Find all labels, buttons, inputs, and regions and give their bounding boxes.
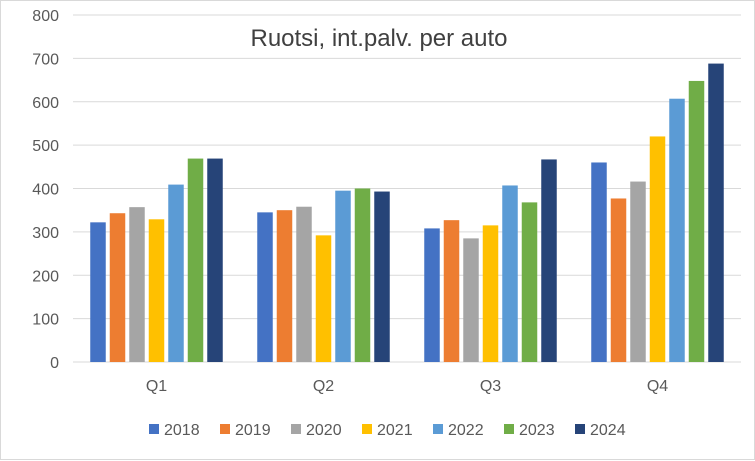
bar-2020-Q4	[630, 181, 646, 362]
y-tick-label: 200	[32, 268, 59, 285]
y-tick-label: 700	[32, 51, 59, 68]
bar-2019-Q3	[443, 220, 460, 362]
bar-2022-Q4	[669, 98, 685, 363]
bar-2019-Q1	[109, 213, 126, 362]
y-tick-label: 400	[32, 182, 59, 199]
bar-2023-Q4	[688, 80, 705, 363]
legend-item-2020: 2020	[291, 422, 342, 439]
bar-2020-Q3	[463, 238, 479, 362]
legend-item-2018: 2018	[149, 422, 200, 439]
bars	[90, 63, 724, 363]
legend-item-2021: 2021	[362, 422, 413, 439]
legend-swatch	[504, 424, 514, 434]
bar-2022-Q1	[168, 184, 184, 362]
x-tick-label: Q4	[647, 378, 668, 395]
bar-2019-Q2	[276, 210, 293, 362]
bar-2020-Q2	[296, 206, 312, 362]
legend-label: 2024	[590, 422, 626, 439]
chart-title: Ruotsi, int.palv. per auto	[250, 25, 507, 52]
bar-2018-Q2	[257, 212, 273, 362]
legend-label: 2021	[377, 422, 413, 439]
bar-2024-Q3	[541, 159, 557, 362]
bar-2022-Q2	[335, 190, 351, 362]
bar-2023-Q2	[354, 188, 371, 362]
bar-2021-Q2	[315, 235, 332, 362]
y-axis-tick-labels: 0 100 200 300 400 500 600 700 800	[32, 8, 59, 372]
legend-label: 2022	[448, 422, 484, 439]
x-tick-label: Q1	[146, 378, 167, 395]
bar-2023-Q3	[521, 202, 538, 362]
x-tick-label: Q2	[313, 378, 334, 395]
y-tick-label: 100	[32, 312, 59, 329]
bar-2021-Q1	[148, 219, 165, 362]
y-tick-label: 300	[32, 225, 59, 242]
bar-2021-Q4	[649, 136, 666, 362]
legend-item-2023: 2023	[504, 422, 555, 439]
legend-swatch	[362, 424, 372, 434]
bar-2024-Q2	[374, 191, 390, 362]
legend-label: 2018	[164, 422, 200, 439]
legend-label: 2019	[235, 422, 271, 439]
bar-2021-Q3	[482, 225, 499, 362]
x-tick-label: Q3	[480, 378, 501, 395]
bar-2019-Q4	[610, 198, 627, 362]
legend-item-2022: 2022	[433, 422, 484, 439]
legend-swatch	[433, 424, 443, 434]
y-tick-label: 800	[32, 8, 59, 25]
bar-2018-Q1	[90, 222, 106, 362]
legend-swatch	[220, 424, 230, 434]
bar-2018-Q3	[424, 228, 440, 362]
legend-item-2024: 2024	[575, 422, 626, 439]
y-tick-label: 0	[50, 355, 59, 372]
legend-swatch	[149, 424, 159, 434]
y-tick-label: 600	[32, 95, 59, 112]
bar-2024-Q1	[207, 158, 223, 362]
legend-item-2019: 2019	[220, 422, 271, 439]
legend-swatch	[575, 424, 585, 434]
legend-label: 2023	[519, 422, 555, 439]
gridlines	[73, 14, 741, 363]
bar-2020-Q1	[129, 207, 145, 362]
x-axis-tick-labels: Q1 Q2 Q3 Q4	[146, 378, 668, 395]
bar-2022-Q3	[502, 185, 518, 362]
legend-label: 2020	[306, 422, 342, 439]
legend: 2018 2019 2020 2021 2022 2023 2024	[149, 422, 626, 439]
bar-2023-Q1	[187, 158, 204, 362]
bar-2024-Q4	[708, 63, 724, 363]
legend-swatch	[291, 424, 301, 434]
bar-2018-Q4	[591, 162, 607, 362]
y-tick-label: 500	[32, 138, 59, 155]
